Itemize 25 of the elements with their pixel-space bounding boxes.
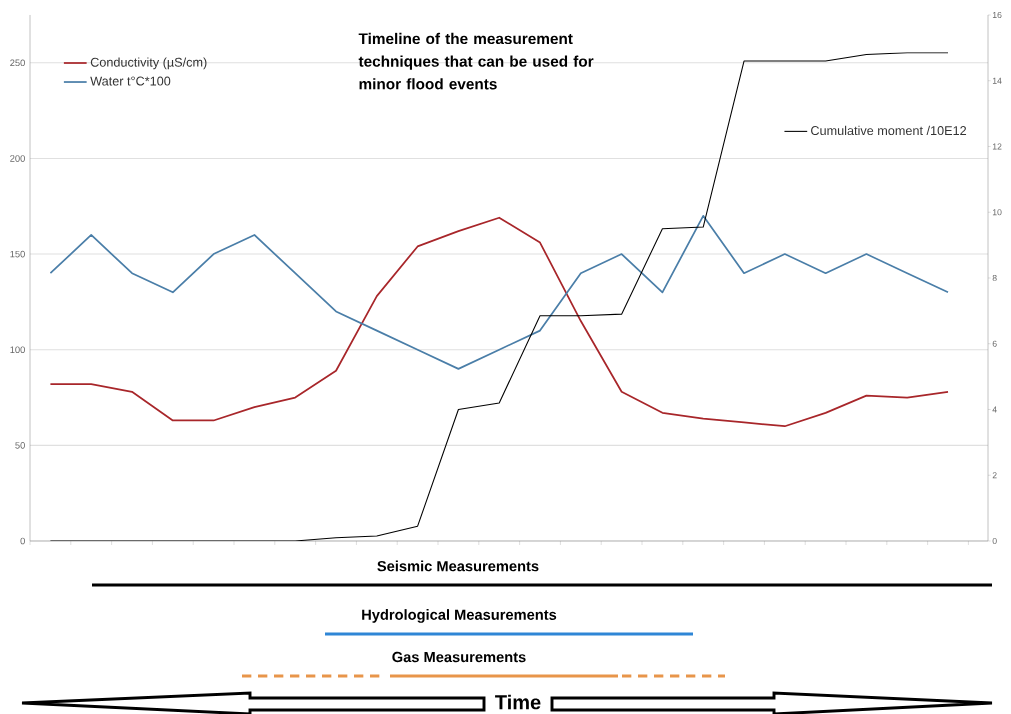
y2-tick-label: 16: [992, 11, 1002, 19]
legend-label: Water t°C*100: [90, 76, 171, 86]
y-tick-label: 0: [20, 537, 25, 545]
line-series: [49, 214, 949, 370]
legend-label: Conductivity (µS/cm): [90, 57, 207, 70]
y2-tick-label: 10: [992, 209, 1002, 216]
y-tick-label: 200: [10, 155, 25, 162]
text: Gas Measurements: [392, 651, 526, 663]
y2-tick-label: 4: [992, 406, 997, 413]
y2-tick-label: 14: [992, 77, 1002, 84]
text: Time: [495, 694, 541, 710]
y2-tick-label: 12: [992, 143, 1002, 150]
y-tick-label: 150: [10, 250, 25, 258]
text: Hydrological Measurements: [362, 609, 557, 623]
y-tick-label: 100: [10, 346, 25, 354]
y2-tick-label: 8: [992, 274, 997, 282]
legend-label: Cumulative moment /10E12: [811, 125, 967, 136]
y-tick-label: 250: [10, 59, 25, 67]
y-tick-label: 50: [15, 442, 25, 449]
y2-tick-label: 0: [992, 537, 997, 545]
y2-tick-label: 2: [992, 472, 997, 479]
y2-tick-label: 6: [992, 340, 997, 347]
text: Seismic Measurements: [377, 560, 539, 572]
line-series: [49, 216, 949, 428]
text: Timeline of the measurement techniques that can be used for minor flood events: [358, 32, 594, 90]
